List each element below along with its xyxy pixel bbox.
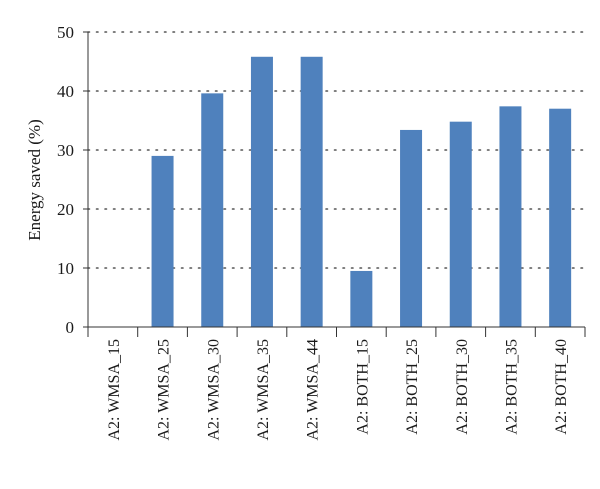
x-tick-label: A2: BOTH_30 (454, 339, 471, 435)
y-tick-label: 10 (57, 259, 74, 278)
bar (449, 121, 472, 328)
bar (300, 56, 323, 327)
y-axis-title: Energy saved (%) (25, 119, 44, 240)
x-tick-label: A2: WMSA_25 (156, 339, 173, 441)
y-tick-label: 30 (57, 141, 74, 160)
axes (83, 31, 586, 337)
x-tick-labels: A2: WMSA_15 A2: WMSA_25 A2: WMSA_30 A2: WMS… (106, 339, 570, 441)
bar (499, 106, 522, 327)
bar (400, 129, 423, 327)
y-tick-label: 40 (57, 82, 74, 101)
x-tick-label: A2: BOTH_25 (404, 339, 421, 435)
x-tick-label: A2: WMSA_35 (255, 339, 272, 441)
gridlines (87, 31, 586, 269)
x-tick-label: A2: WMSA_44 (305, 339, 322, 441)
bar (350, 270, 373, 327)
x-tick-label: A2: BOTH_35 (503, 339, 520, 435)
bar (250, 56, 273, 327)
bar (151, 155, 174, 327)
x-tick-label: A2: WMSA_30 (205, 339, 222, 441)
bars (151, 56, 572, 328)
y-tick-label: 20 (57, 200, 74, 219)
y-tick-label: 50 (57, 23, 74, 42)
bar (201, 93, 224, 327)
y-tick-label: 0 (66, 318, 75, 337)
x-tick-label: A2: WMSA_15 (106, 339, 123, 441)
y-tick-labels: 0 10 20 30 40 50 (57, 23, 74, 337)
x-tick-label: A2: BOTH_15 (354, 339, 371, 435)
x-tick-label: A2: BOTH_40 (553, 339, 570, 435)
bar (549, 108, 572, 327)
